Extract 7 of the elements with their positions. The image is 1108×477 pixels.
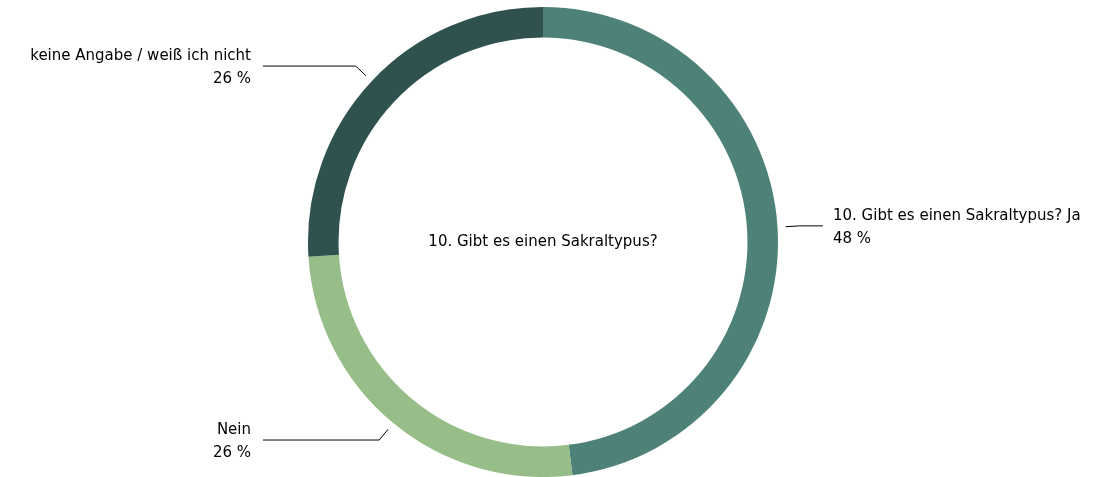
data-label: 48 %	[833, 228, 872, 247]
slice-label: 10. Gibt es einen Sakraltypus? Ja	[833, 205, 1081, 224]
slice-label: keine Angabe / weiß ich nicht	[30, 46, 252, 65]
text: 10. Gibt es einen Sakraltypus?	[428, 231, 658, 250]
slice-label: Nein	[216, 420, 251, 439]
data-label: 26 %	[212, 443, 251, 462]
data-label: 26 %	[212, 69, 251, 88]
